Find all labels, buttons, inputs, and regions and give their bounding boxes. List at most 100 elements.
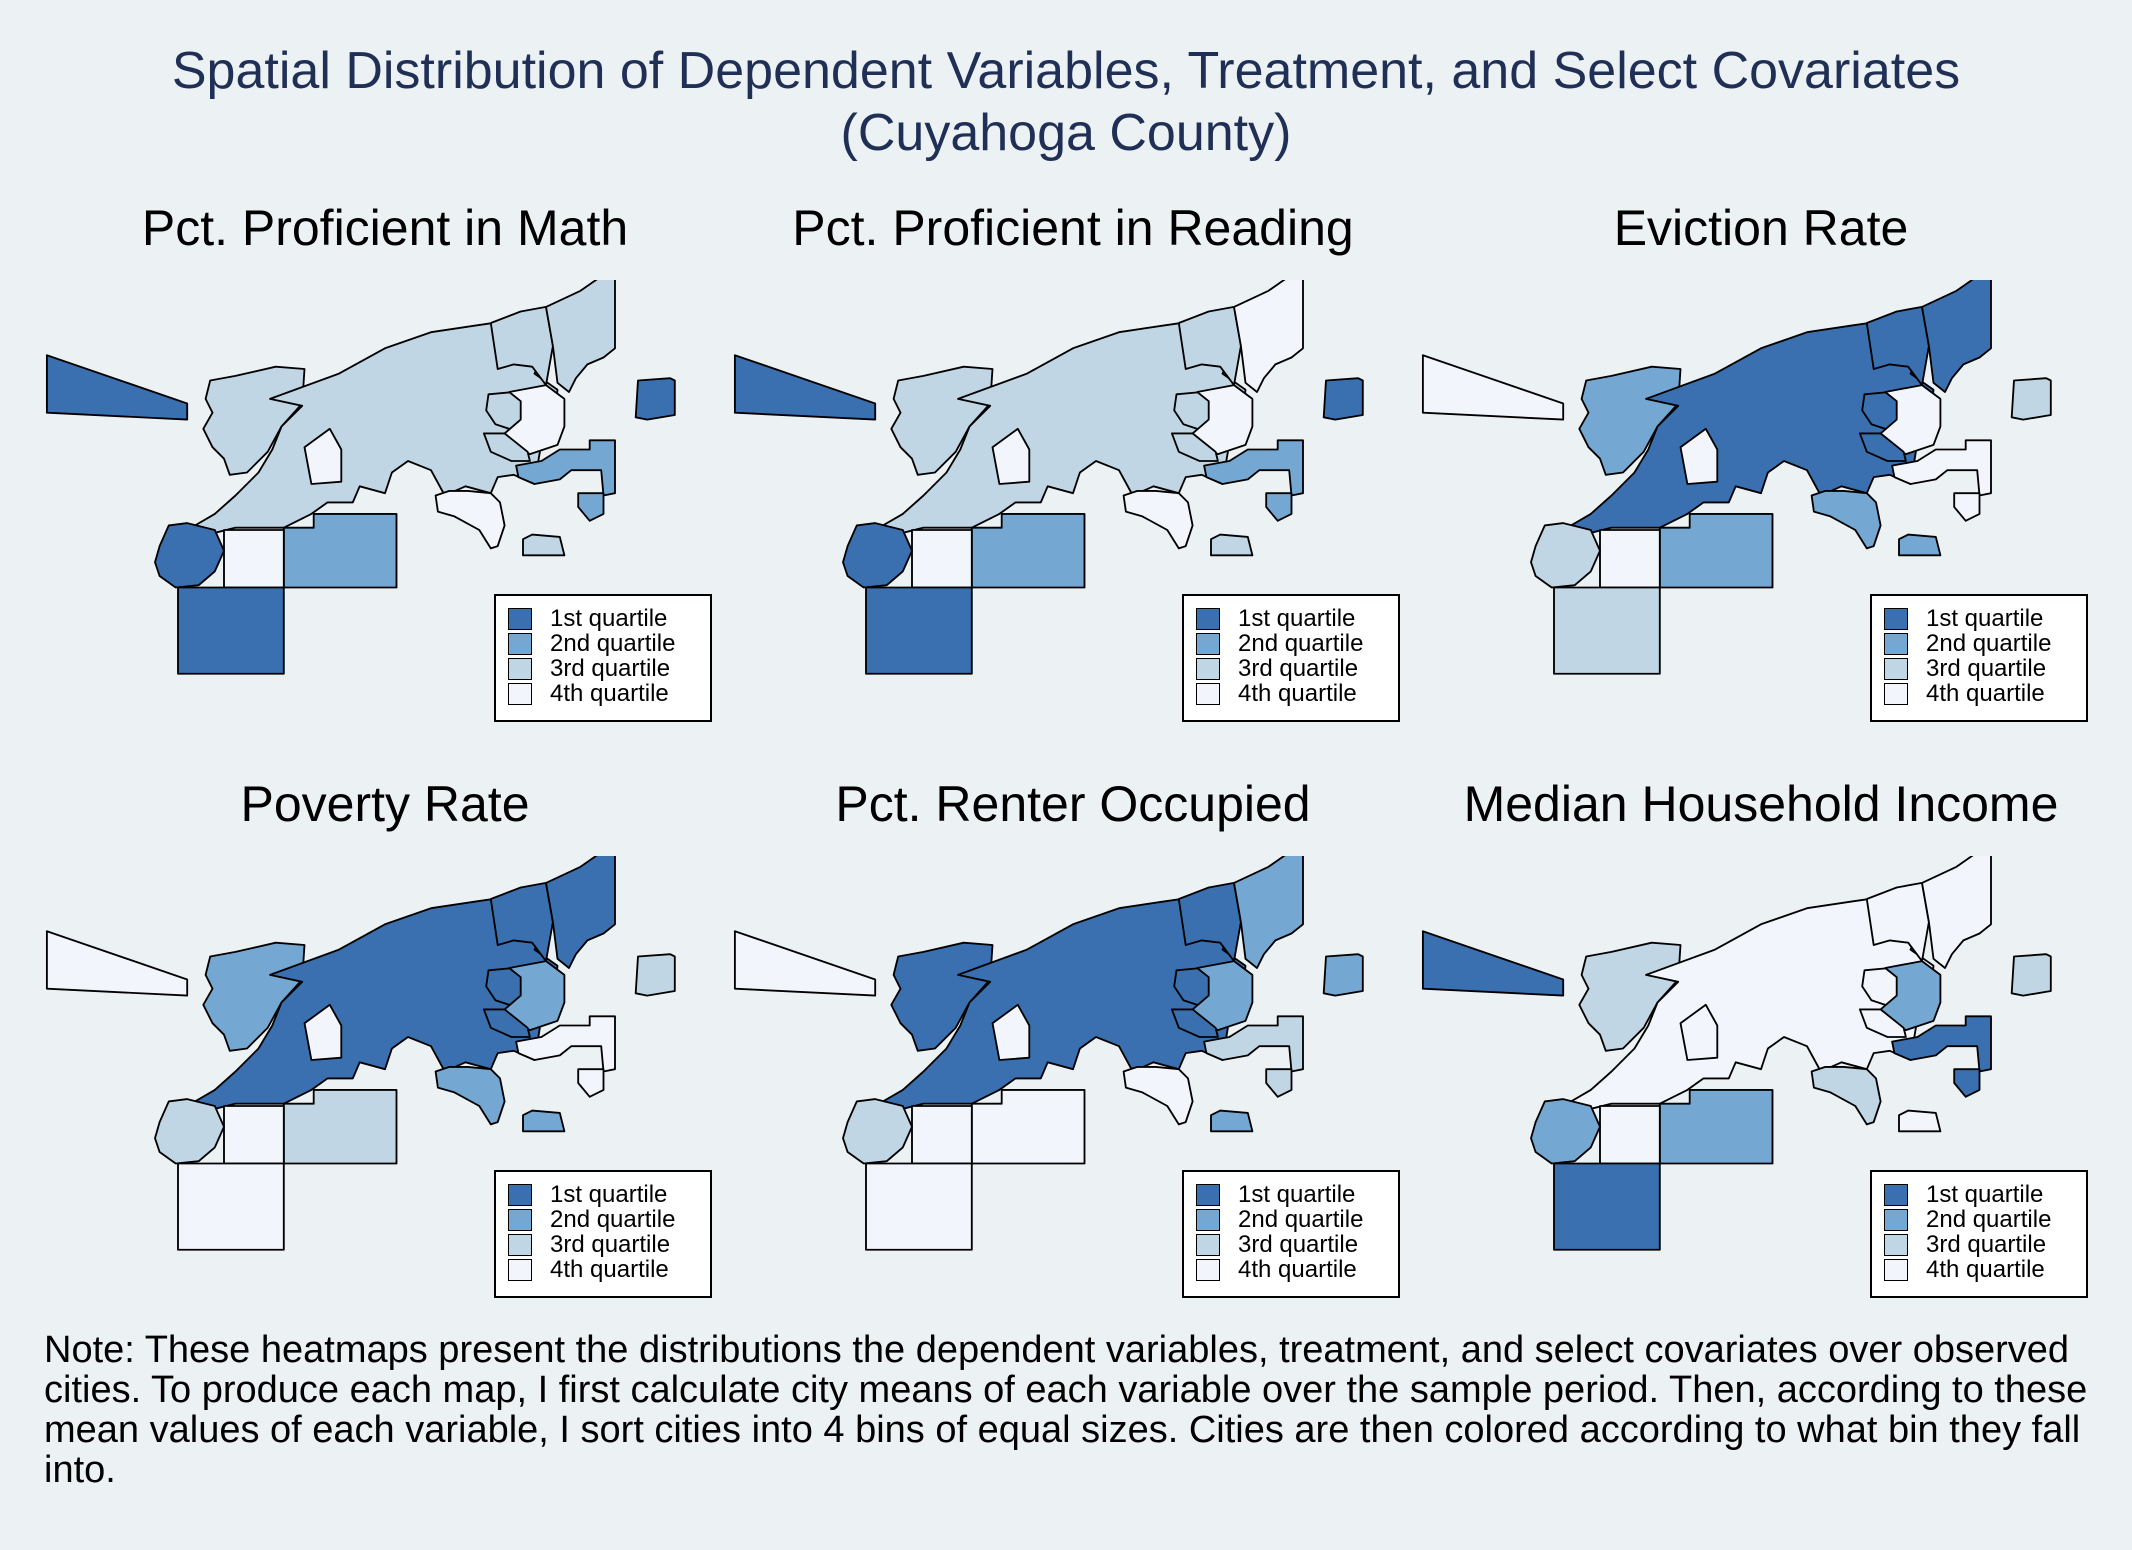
map-title: Median Household Income: [1463, 776, 2059, 832]
legend-item-q4: 4th quartile: [508, 681, 710, 706]
region-east-center: [1203, 1015, 1304, 1073]
legend-label: 3rd quartile: [1926, 655, 2047, 682]
region-south-central: [1599, 529, 1661, 589]
legend-item-q2: 2nd quartile: [508, 631, 710, 656]
region-southeast: [1122, 489, 1194, 550]
region-north-tip: [1921, 280, 1992, 393]
legend-label: 3rd quartile: [1926, 1231, 2047, 1258]
region-east-center: [1203, 439, 1304, 497]
map-legend: 1st quartile 2nd quartile 3rd quartile 4th …: [1182, 594, 1400, 722]
region-central-south: [1658, 1088, 1774, 1165]
region-lakewood-edge: [890, 941, 994, 1052]
legend-label: 1st quartile: [550, 1181, 668, 1208]
legend-swatch: [508, 607, 532, 630]
region-east-mid: [1191, 960, 1254, 1032]
region-central-south: [970, 512, 1086, 589]
legend-swatch: [1196, 1183, 1220, 1206]
region-southwest-large: [865, 586, 973, 675]
legend-label: 1st quartile: [1926, 605, 2044, 632]
legend-label: 4th quartile: [1238, 1256, 1357, 1283]
legend-item-q2: 2nd quartile: [1196, 1207, 1398, 1232]
legend-swatch: [1196, 632, 1220, 655]
map-panel-1: Pct. Proficient in Math 1st quartile 2nd …: [40, 200, 730, 780]
legend-item-q1: 1st quartile: [1884, 1182, 2086, 1207]
legend-item-q1: 1st quartile: [1884, 606, 2086, 631]
region-central-notch: [1679, 427, 1719, 485]
legend-swatch: [1884, 607, 1908, 630]
region-east-mid: [503, 384, 566, 456]
legend-label: 1st quartile: [1238, 605, 1356, 632]
legend-item-q4: 4th quartile: [1884, 681, 2086, 706]
region-east-north: [1170, 432, 1219, 462]
legend-swatch: [1884, 657, 1908, 680]
legend-swatch: [1196, 1208, 1220, 1231]
region-southwest-small: [1530, 1098, 1601, 1165]
region-southwest-large: [1553, 586, 1661, 675]
legend-item-q1: 1st quartile: [508, 606, 710, 631]
legend-label: 3rd quartile: [550, 655, 671, 682]
legend-item-q4: 4th quartile: [508, 1257, 710, 1282]
legend-label: 2nd quartile: [1238, 630, 1364, 657]
region-lakewood-edge: [890, 365, 994, 476]
map-regions: [45, 856, 676, 1251]
region-lakewood-edge: [202, 941, 306, 1052]
region-southeast: [1810, 489, 1882, 550]
map-regions: [733, 280, 1364, 675]
region-east-north: [482, 1008, 531, 1038]
legend-item-q2: 2nd quartile: [1196, 631, 1398, 656]
legend-swatch: [508, 632, 532, 655]
region-east-south: [577, 492, 605, 522]
legend-label: 2nd quartile: [1926, 1206, 2052, 1233]
region-southwest-large: [865, 1162, 973, 1251]
region-southwest-large: [177, 1162, 285, 1251]
legend-label: 2nd quartile: [1926, 630, 2052, 657]
region-east-south: [1265, 492, 1293, 522]
legend-swatch: [1884, 1183, 1908, 1206]
region-lakewood-edge: [1578, 941, 1682, 1052]
map-regions: [45, 280, 676, 675]
legend-label: 3rd quartile: [550, 1231, 671, 1258]
region-south-east-small: [1210, 533, 1254, 557]
county-map: [733, 856, 1364, 1251]
legend-item-q2: 2nd quartile: [508, 1207, 710, 1232]
legend-swatch: [508, 1258, 532, 1281]
legend-item-q4: 4th quartile: [1196, 1257, 1398, 1282]
legend-label: 4th quartile: [1238, 680, 1357, 707]
legend-item-q3: 3rd quartile: [1884, 656, 2086, 681]
region-east-south: [1953, 1068, 1981, 1098]
region-north-tip: [1233, 280, 1304, 393]
region-east-north: [482, 432, 531, 462]
legend-item-q3: 3rd quartile: [1196, 656, 1398, 681]
map-regions: [1421, 280, 2052, 675]
region-southeast: [1122, 1065, 1194, 1126]
region-far-east: [2010, 377, 2052, 421]
legend-swatch: [1884, 632, 1908, 655]
legend-swatch: [1196, 682, 1220, 705]
region-far-east: [1322, 377, 1364, 421]
legend-label: 1st quartile: [1926, 1181, 2044, 1208]
region-central-south: [970, 1088, 1086, 1165]
legend-swatch: [1884, 1233, 1908, 1256]
region-south-central: [1599, 1105, 1661, 1165]
county-map: [733, 280, 1364, 675]
figure-title-line-2: (Cuyahoga County): [840, 104, 1292, 162]
region-north-tip: [1921, 856, 1992, 969]
region-east-north: [1858, 1008, 1907, 1038]
region-west-strip: [45, 354, 189, 421]
region-east-center: [515, 439, 616, 497]
map-title: Pct. Proficient in Reading: [792, 200, 1354, 256]
region-north-tip: [545, 856, 616, 969]
region-east-south: [1265, 1068, 1293, 1098]
region-south-central: [223, 1105, 285, 1165]
region-southwest-small: [154, 522, 225, 589]
region-east-north: [1858, 432, 1907, 462]
region-west-strip: [45, 930, 189, 997]
region-south-east-small: [1898, 1109, 1942, 1133]
map-panel-2: Pct. Proficient in Reading 1st quartile 2…: [728, 200, 1418, 780]
region-south-east-small: [522, 533, 566, 557]
map-regions: [733, 856, 1364, 1251]
legend-item-q4: 4th quartile: [1884, 1257, 2086, 1282]
legend-label: 1st quartile: [550, 605, 668, 632]
region-central-south: [1658, 512, 1774, 589]
legend-item-q3: 3rd quartile: [1884, 1232, 2086, 1257]
